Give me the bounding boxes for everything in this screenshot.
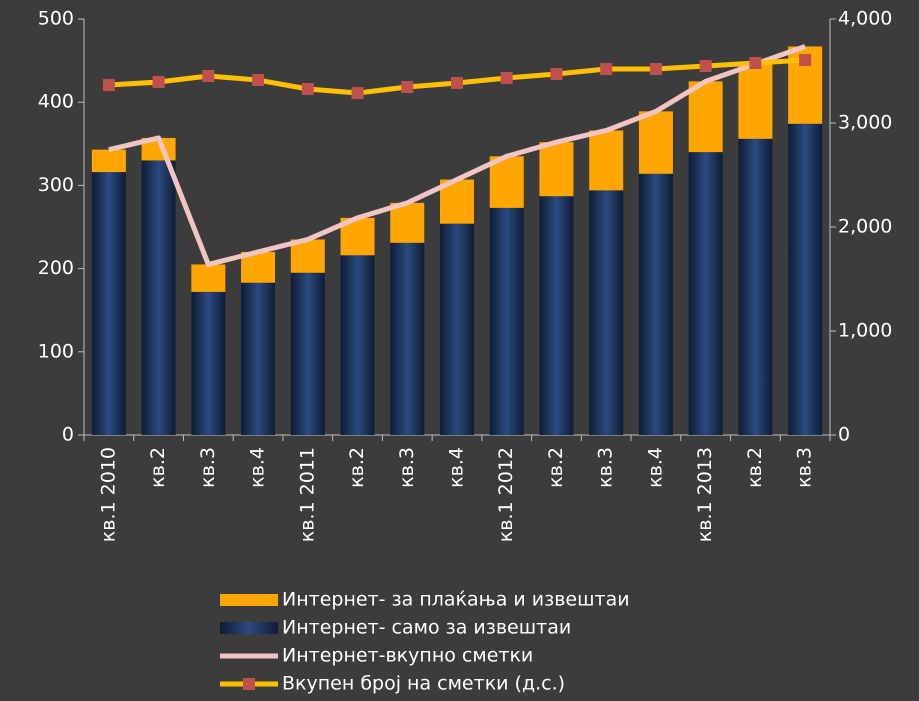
marker bbox=[202, 69, 215, 82]
bar bbox=[738, 138, 773, 436]
bar bbox=[290, 239, 325, 273]
y-tick-label: 200 bbox=[38, 257, 74, 279]
line bbox=[108, 44, 806, 267]
bar bbox=[489, 207, 524, 435]
x-tick-label: кв.1 2013 bbox=[694, 447, 716, 542]
bar bbox=[638, 173, 673, 435]
bar bbox=[241, 282, 276, 435]
legend-marker bbox=[243, 678, 255, 690]
bar bbox=[539, 196, 574, 435]
x-tick-label: кв.1 2011 bbox=[296, 447, 318, 542]
x-tick-label: кв.2 bbox=[147, 447, 169, 488]
y-tick-label: 0 bbox=[62, 424, 74, 446]
bar bbox=[788, 123, 823, 435]
marker bbox=[749, 56, 762, 69]
marker bbox=[401, 81, 414, 94]
x-tick-label: кв.3 bbox=[794, 447, 816, 488]
marker bbox=[550, 68, 563, 81]
bar bbox=[390, 202, 425, 243]
legend-swatch bbox=[220, 622, 278, 634]
y2-tick-label: 4,000 bbox=[838, 8, 892, 30]
x-tick-label: кв.3 bbox=[595, 447, 617, 488]
bar bbox=[688, 152, 723, 435]
legend-label: Вкупен број на сметки (д.с.) bbox=[282, 673, 565, 695]
marker bbox=[451, 76, 463, 89]
y2-tick-label: 3,000 bbox=[838, 112, 892, 134]
marker bbox=[351, 87, 364, 100]
y-tick-label: 300 bbox=[38, 174, 74, 196]
x-tick-label: кв.2 bbox=[545, 447, 567, 488]
legend-label: Интернет- само за извештаи bbox=[282, 617, 571, 639]
marker bbox=[699, 60, 712, 73]
x-tick-label: кв.4 bbox=[644, 447, 666, 488]
y2-tick-label: 1,000 bbox=[838, 320, 892, 342]
y-tick-label: 100 bbox=[38, 340, 74, 362]
bar bbox=[489, 156, 524, 208]
marker bbox=[102, 79, 115, 92]
x-tick-label: кв.2 bbox=[744, 447, 766, 488]
marker bbox=[301, 82, 314, 95]
bar bbox=[589, 190, 624, 435]
bar bbox=[390, 242, 425, 435]
y-tick-label: 400 bbox=[38, 91, 74, 113]
bar bbox=[688, 81, 723, 153]
bar bbox=[141, 160, 176, 435]
marker bbox=[649, 63, 662, 76]
marker bbox=[152, 76, 165, 89]
y2-tick-label: 2,000 bbox=[838, 216, 892, 238]
y-tick-label: 500 bbox=[38, 8, 74, 30]
x-tick-label: кв.2 bbox=[346, 447, 368, 488]
bar bbox=[290, 272, 325, 435]
x-tick-label: кв.4 bbox=[247, 447, 269, 488]
bar bbox=[91, 149, 126, 173]
marker bbox=[799, 53, 812, 66]
x-tick-label: кв.1 2010 bbox=[97, 447, 119, 542]
bar bbox=[638, 111, 673, 174]
bar bbox=[191, 264, 226, 292]
bar bbox=[340, 255, 375, 435]
marker bbox=[500, 71, 513, 84]
bar bbox=[91, 172, 126, 435]
x-tick-label: кв.3 bbox=[396, 447, 418, 488]
bar bbox=[440, 223, 474, 435]
marker bbox=[600, 63, 613, 76]
legend-swatch bbox=[220, 594, 278, 606]
x-tick-label: кв.1 2012 bbox=[495, 447, 517, 542]
bar bbox=[539, 142, 574, 197]
y2-tick-label: 0 bbox=[838, 424, 850, 446]
marker bbox=[252, 74, 265, 87]
x-tick-label: кв.4 bbox=[446, 447, 468, 488]
legend-label: Интернет- за плаќања и извештаи bbox=[282, 589, 630, 611]
x-tick-label: кв.3 bbox=[197, 447, 219, 488]
bar bbox=[589, 130, 624, 191]
legend-label: Интернет-вкупно сметки bbox=[282, 645, 533, 667]
bar bbox=[738, 63, 773, 139]
bar bbox=[191, 291, 226, 435]
